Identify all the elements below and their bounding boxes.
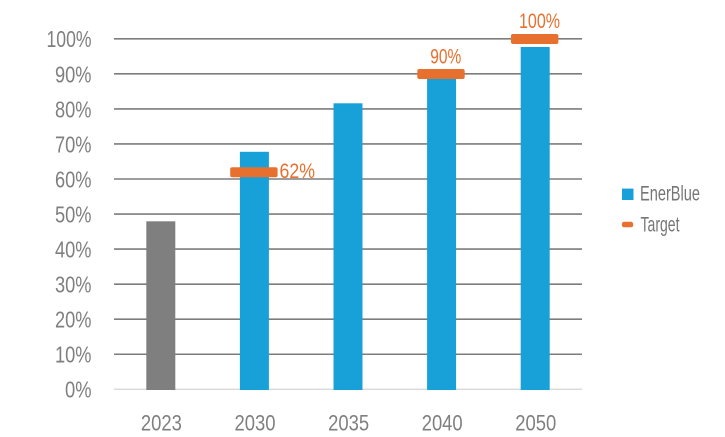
svg-text:100%: 100% [47, 26, 92, 52]
svg-text:30%: 30% [55, 272, 92, 298]
svg-text:2023: 2023 [141, 411, 182, 436]
svg-text:2035: 2035 [328, 411, 369, 436]
svg-text:20%: 20% [55, 307, 92, 333]
svg-text:10%: 10% [55, 342, 92, 368]
svg-text:62%: 62% [280, 159, 316, 183]
svg-text:100%: 100% [519, 9, 560, 33]
svg-text:EnerBlue: EnerBlue [640, 182, 700, 206]
svg-text:50%: 50% [55, 201, 92, 227]
svg-text:90%: 90% [430, 44, 461, 68]
svg-text:2030: 2030 [235, 411, 276, 436]
svg-text:0%: 0% [65, 377, 92, 403]
svg-text:70%: 70% [55, 131, 92, 157]
svg-text:60%: 60% [55, 166, 92, 192]
svg-text:Target: Target [641, 212, 680, 236]
svg-text:40%: 40% [55, 237, 92, 263]
svg-text:80%: 80% [55, 96, 92, 122]
svg-text:2040: 2040 [422, 411, 463, 436]
svg-text:2050: 2050 [515, 411, 556, 436]
svg-text:90%: 90% [55, 61, 92, 87]
